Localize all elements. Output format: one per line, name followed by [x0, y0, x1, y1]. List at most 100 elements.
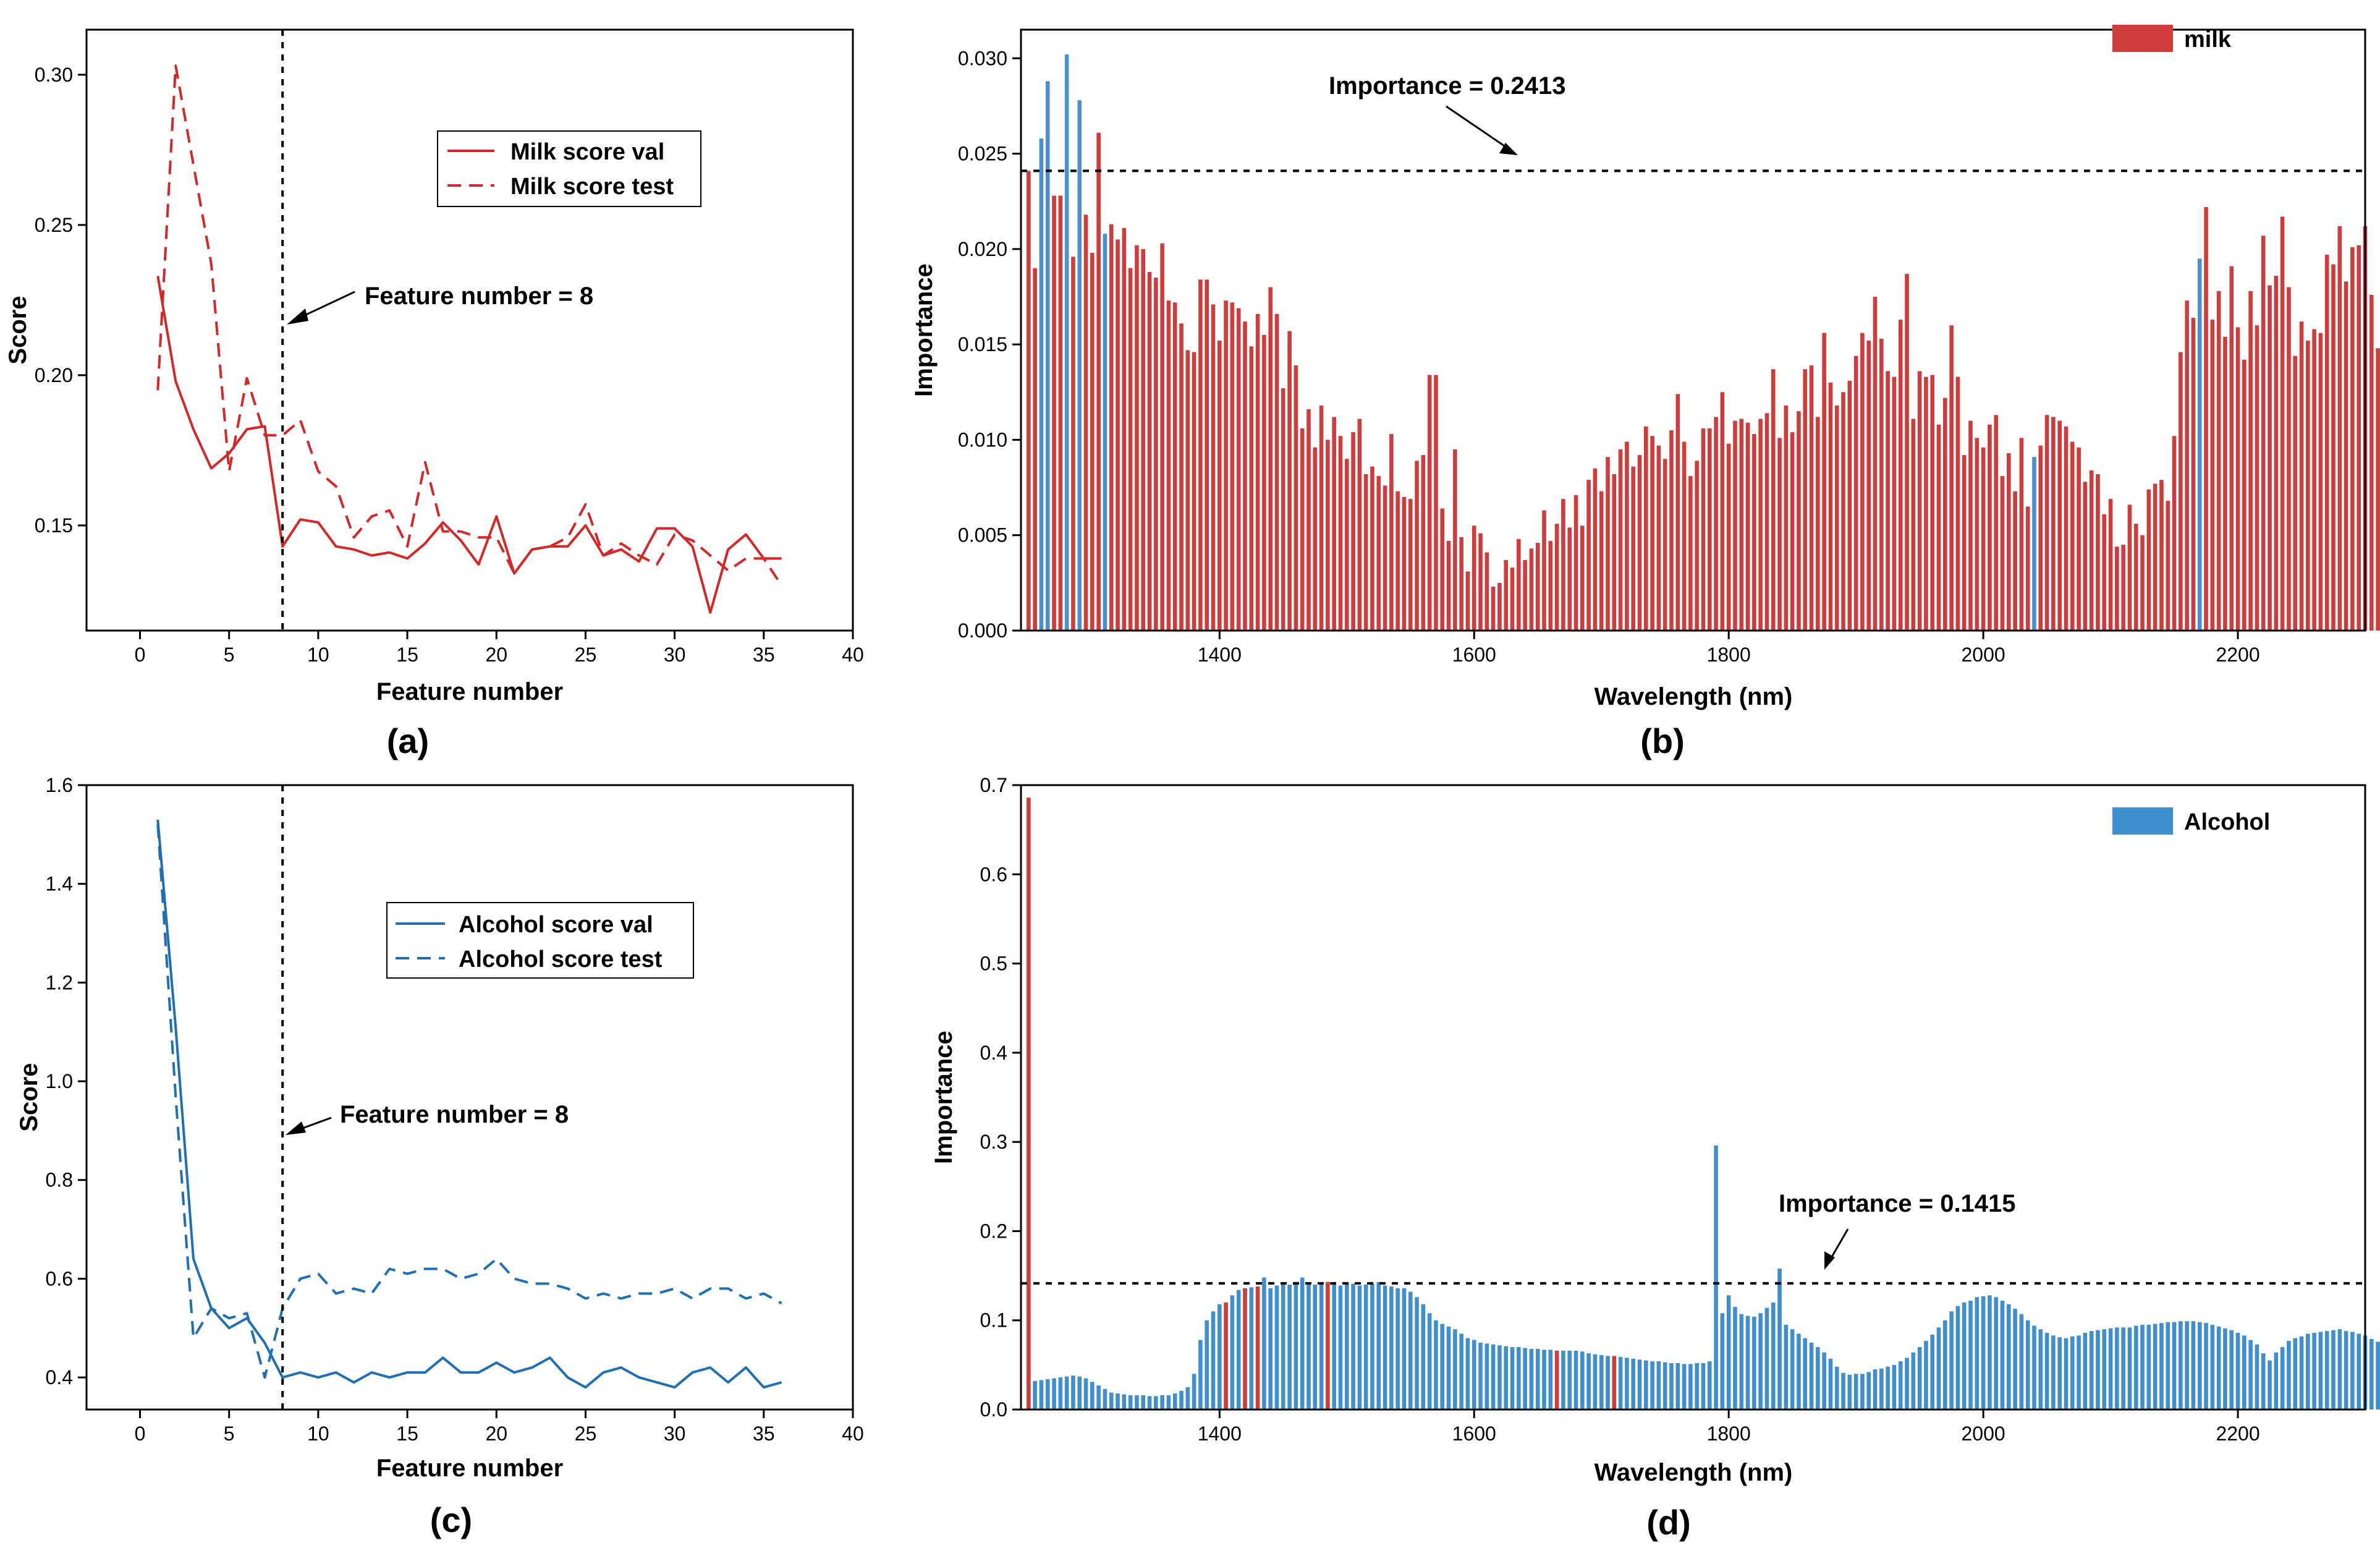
bar: [1586, 480, 1591, 631]
bar: [1752, 1316, 1756, 1410]
bar: [1122, 1394, 1127, 1410]
bar: [1898, 320, 1903, 631]
bar: [2216, 1326, 2221, 1410]
bar: [1141, 249, 1146, 631]
bar: [1631, 1358, 1635, 1410]
bar-highlight: [1103, 234, 1107, 631]
bar: [1790, 1329, 1795, 1410]
y-tick-label: 0.025: [958, 143, 1007, 165]
y-tick-label: 0.2: [980, 1220, 1007, 1242]
bar: [2121, 1327, 2125, 1410]
bar: [1573, 1350, 1578, 1410]
bar: [1096, 132, 1101, 631]
bar: [1599, 1354, 1604, 1410]
x-tick-label: 40: [842, 1423, 864, 1445]
x-axis-label: Wavelength (nm): [1594, 683, 1793, 710]
bar: [1988, 1295, 1992, 1410]
bar-highlight: [1027, 797, 1031, 1410]
bar: [2287, 1340, 2291, 1410]
bar: [1911, 1352, 1916, 1410]
bar: [1809, 365, 1814, 631]
bar: [1211, 304, 1216, 631]
bar: [2140, 1324, 2145, 1410]
bar: [2337, 226, 2342, 631]
legend-label-milk: milk: [2184, 27, 2232, 53]
bar: [2331, 1330, 2336, 1410]
bar: [2324, 1331, 2329, 1410]
bar: [1395, 491, 1400, 631]
bar: [1122, 228, 1127, 631]
bar: [1491, 1344, 1496, 1410]
x-tick-label: 2200: [2216, 1423, 2259, 1445]
bar: [1198, 279, 1203, 631]
bar: [1764, 413, 1769, 631]
bar: [1351, 1283, 1355, 1410]
annotation-arrowhead: [1824, 1251, 1835, 1270]
bar: [1701, 428, 1706, 631]
legend-label-test: Milk score test: [510, 174, 674, 200]
bar: [1968, 420, 1973, 631]
bar: [1593, 468, 1598, 631]
bar: [1313, 447, 1318, 631]
bar: [1268, 1288, 1273, 1410]
bar: [2153, 1324, 2158, 1410]
bar: [1434, 375, 1438, 631]
bar: [2204, 206, 2208, 631]
bar: [2127, 504, 2132, 631]
x-tick-label: 1800: [1707, 644, 1751, 666]
bar: [1376, 1282, 1381, 1410]
bar: [1625, 441, 1629, 631]
bar: [1988, 424, 1992, 631]
x-axis-label: Feature number: [376, 1455, 563, 1482]
bar: [1892, 376, 1897, 631]
bar: [1440, 1324, 1445, 1410]
bar: [2007, 1304, 2011, 1410]
bar: [2153, 483, 2158, 631]
bar-highlight: [1039, 138, 1044, 631]
legend: milk: [2112, 25, 2232, 53]
bar: [1249, 346, 1254, 631]
bar: [1650, 436, 1654, 631]
bar: [1924, 376, 1928, 631]
bar: [2306, 1333, 2310, 1410]
bar: [1618, 449, 1623, 631]
annotation-arrow: [1828, 1228, 1849, 1262]
bar: [2108, 499, 2113, 631]
bar: [1116, 239, 1120, 631]
bar: [1427, 375, 1432, 631]
bar: [1338, 1285, 1343, 1410]
bar: [1631, 466, 1635, 631]
bar: [1701, 1363, 1706, 1410]
bar: [1052, 195, 1056, 631]
bar: [1357, 1285, 1362, 1410]
bar: [1344, 1283, 1349, 1410]
bar: [1726, 1295, 1731, 1410]
bar: [1497, 582, 1502, 631]
bar: [1561, 1350, 1565, 1410]
bar: [2044, 1332, 2049, 1410]
x-tick-label: 20: [485, 644, 507, 666]
bar: [2185, 1321, 2189, 1410]
bar: [1141, 1395, 1146, 1410]
bar: [1784, 1324, 1789, 1410]
bar: [1535, 543, 1540, 631]
bar: [1058, 1377, 1063, 1410]
bar: [1644, 1360, 1648, 1410]
y-tick-label: 0.030: [958, 47, 1007, 69]
bar: [1561, 499, 1565, 631]
x-tick-label: 1600: [1452, 1423, 1496, 1445]
y-tick-label: 0.6: [46, 1267, 73, 1290]
series-line-test: [156, 64, 783, 587]
bar: [1243, 321, 1247, 631]
bar-highlight: [1554, 1350, 1559, 1410]
legend: Milk score val Milk score test: [437, 130, 701, 207]
bar-highlight: [1077, 100, 1082, 631]
panel-label: (c): [430, 1500, 472, 1539]
bar: [1739, 419, 1744, 631]
y-tick-label: 0.0: [980, 1398, 1007, 1421]
x-tick-label: 15: [396, 644, 418, 666]
bar: [1415, 1297, 1419, 1410]
bar: [1504, 559, 1509, 631]
bar: [1828, 1358, 1833, 1410]
bar: [1071, 257, 1075, 631]
